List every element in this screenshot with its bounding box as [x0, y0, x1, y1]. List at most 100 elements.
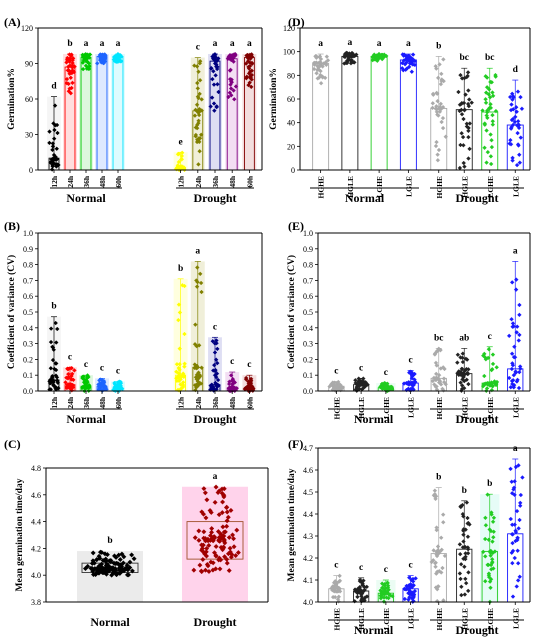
data-point	[229, 384, 234, 390]
data-point	[508, 107, 514, 113]
data-point	[211, 82, 217, 87]
data-point	[227, 56, 232, 61]
data-point	[337, 586, 342, 591]
data-point	[484, 160, 489, 165]
data-point	[54, 340, 59, 345]
data-point	[228, 507, 234, 513]
data-point	[510, 540, 515, 546]
data-point	[216, 56, 221, 61]
data-point	[487, 95, 493, 100]
data-point	[232, 380, 238, 385]
data-point	[515, 535, 520, 540]
data-point	[466, 381, 471, 387]
data-point	[63, 380, 68, 385]
data-point	[441, 78, 446, 84]
data-point	[208, 104, 213, 109]
x-tick-label: LGHE	[375, 176, 384, 198]
data-point	[121, 554, 127, 560]
panel-a: (A) d 12h b 24h a 36h a 48h a 60h e 12h c 24h a 36h a 48h a…	[4, 15, 263, 205]
data-point	[458, 369, 463, 375]
y-tick-label: 0.8	[23, 261, 33, 270]
y-tick-label: 0.7	[23, 276, 33, 285]
panel-b: (B) b 12h c 24h c 36h c 48h c 60h b 12h a 24h c 36h c 48h c…	[4, 219, 263, 426]
data-point	[243, 375, 249, 381]
data-point	[129, 568, 135, 574]
data-point	[50, 357, 56, 363]
data-point	[69, 85, 74, 91]
data-point	[197, 78, 203, 83]
data-point	[484, 75, 490, 80]
data-point	[98, 564, 104, 570]
data-point	[226, 94, 231, 100]
data-point	[215, 82, 220, 87]
data-point	[316, 75, 322, 80]
data-point	[380, 585, 385, 591]
data-point	[228, 554, 234, 560]
series-shade	[398, 54, 419, 170]
y-tick-label: 60	[287, 95, 295, 104]
data-point	[466, 156, 471, 161]
data-point	[385, 583, 391, 588]
data-point	[54, 162, 60, 167]
x-tick-label: 12h	[177, 175, 186, 188]
data-point	[462, 564, 467, 569]
panel-label: (A)	[4, 15, 21, 29]
data-point	[513, 370, 518, 376]
y-tick-label: 0.6	[23, 292, 33, 301]
data-point	[489, 144, 495, 150]
data-point	[194, 284, 200, 289]
data-point	[213, 566, 219, 572]
data-point	[487, 579, 493, 584]
data-point	[458, 142, 463, 148]
data-point	[182, 364, 187, 369]
data-point	[511, 324, 516, 329]
data-point	[231, 544, 237, 550]
y-tick-label: 0.4	[23, 324, 33, 333]
data-point	[461, 143, 466, 148]
data-point	[465, 73, 470, 79]
x-tick-label: 24h	[66, 175, 75, 188]
group-label: Normal	[66, 412, 106, 426]
significance-letter: c	[100, 363, 104, 373]
significance-letter: c	[334, 561, 338, 571]
data-point	[383, 385, 389, 391]
x-tick-label: 60h	[245, 175, 254, 188]
data-point	[333, 384, 338, 390]
data-point	[199, 569, 205, 575]
data-point	[509, 479, 514, 484]
data-point	[440, 512, 446, 517]
data-point	[197, 562, 203, 568]
data-point	[174, 369, 179, 374]
x-tick-label: LGHE	[486, 176, 495, 198]
data-point	[249, 72, 255, 78]
data-point	[85, 563, 91, 569]
data-point	[512, 355, 518, 360]
data-point	[213, 73, 218, 78]
data-point	[214, 104, 219, 109]
data-point	[199, 365, 204, 370]
data-point	[484, 128, 489, 133]
significance-letter: c	[384, 368, 388, 378]
data-point	[459, 131, 464, 136]
data-point	[69, 52, 74, 57]
data-point	[176, 151, 181, 157]
data-point	[246, 82, 251, 88]
data-point	[466, 520, 471, 526]
significance-letter: a	[348, 38, 353, 48]
data-point	[229, 93, 234, 98]
data-point	[95, 61, 100, 66]
data-point	[47, 129, 52, 134]
data-point	[490, 559, 495, 565]
data-point	[47, 140, 52, 146]
data-point	[465, 70, 471, 75]
data-point	[212, 55, 217, 60]
y-tick-label: 0.4	[303, 324, 313, 333]
data-point	[318, 61, 324, 66]
series-shade	[242, 54, 257, 170]
significance-letter: b	[67, 39, 72, 49]
data-point	[233, 84, 239, 89]
data-point	[511, 372, 517, 378]
data-point	[489, 137, 494, 143]
data-point	[490, 93, 496, 99]
data-point	[462, 108, 467, 113]
